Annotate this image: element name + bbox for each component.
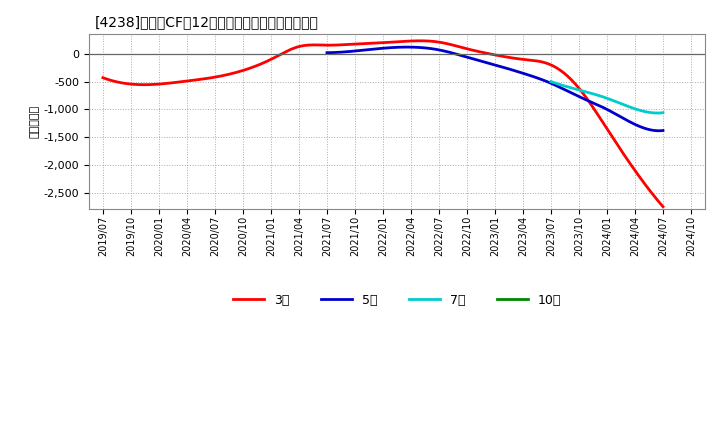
Text: [4238]　投賄CFの12か月移動合計の平均値の推移: [4238] 投賄CFの12か月移動合計の平均値の推移 <box>95 15 319 29</box>
Y-axis label: （百万円）: （百万円） <box>30 105 40 139</box>
5年 <box>529 74 538 79</box>
7年 <box>546 79 555 84</box>
7年 <box>654 110 662 116</box>
7年 <box>615 100 624 106</box>
Line: 7年: 7年 <box>551 81 663 113</box>
5年 <box>323 50 331 55</box>
3年 <box>432 39 441 44</box>
3年 <box>415 38 424 44</box>
5年 <box>607 109 616 114</box>
5年 <box>403 44 412 50</box>
5年 <box>324 50 333 55</box>
3年 <box>608 135 617 140</box>
7年 <box>613 100 622 105</box>
3年 <box>572 83 581 88</box>
3年 <box>101 76 109 81</box>
3年 <box>659 204 667 209</box>
7年 <box>547 79 556 84</box>
Line: 5年: 5年 <box>327 47 663 131</box>
5年 <box>524 72 533 77</box>
7年 <box>648 110 657 115</box>
3年 <box>434 39 443 44</box>
7年 <box>641 109 649 114</box>
5年 <box>523 72 531 77</box>
3年 <box>99 75 107 81</box>
7年 <box>613 99 621 105</box>
Legend: 3年, 5年, 7年, 10年: 3年, 5年, 7年, 10年 <box>228 289 566 312</box>
5年 <box>629 121 637 126</box>
3年 <box>444 41 452 47</box>
7年 <box>659 110 667 115</box>
Line: 3年: 3年 <box>103 41 663 207</box>
5年 <box>654 128 663 133</box>
5年 <box>659 128 667 133</box>
